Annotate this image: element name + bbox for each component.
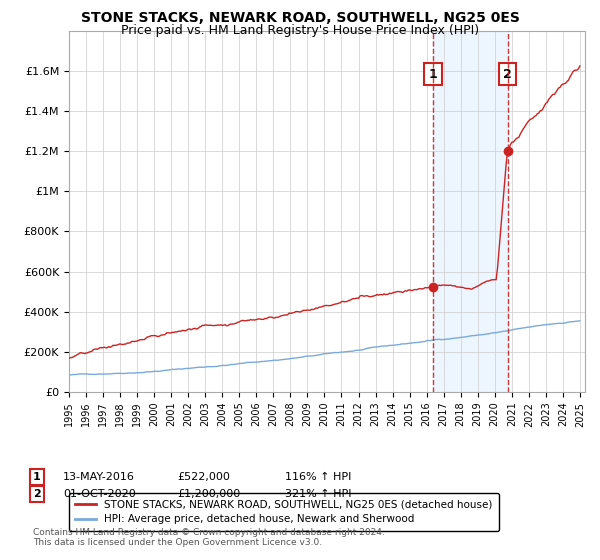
Bar xyxy=(433,31,508,392)
Text: 13-MAY-2016: 13-MAY-2016 xyxy=(63,472,135,482)
Text: STONE STACKS, NEWARK ROAD, SOUTHWELL, NG25 0ES: STONE STACKS, NEWARK ROAD, SOUTHWELL, NG… xyxy=(80,11,520,25)
Text: 1: 1 xyxy=(428,68,437,81)
Text: £522,000: £522,000 xyxy=(177,472,230,482)
Text: 01-OCT-2020: 01-OCT-2020 xyxy=(63,489,136,499)
Text: 2: 2 xyxy=(503,68,512,81)
Text: £1,200,000: £1,200,000 xyxy=(177,489,240,499)
Text: 2: 2 xyxy=(33,489,41,499)
Legend: STONE STACKS, NEWARK ROAD, SOUTHWELL, NG25 0ES (detached house), HPI: Average pr: STONE STACKS, NEWARK ROAD, SOUTHWELL, NG… xyxy=(69,493,499,531)
Text: Contains HM Land Registry data © Crown copyright and database right 2024.
This d: Contains HM Land Registry data © Crown c… xyxy=(33,528,385,547)
Text: 116% ↑ HPI: 116% ↑ HPI xyxy=(285,472,352,482)
Text: 321% ↑ HPI: 321% ↑ HPI xyxy=(285,489,352,499)
Text: 1: 1 xyxy=(33,472,41,482)
Text: Price paid vs. HM Land Registry's House Price Index (HPI): Price paid vs. HM Land Registry's House … xyxy=(121,24,479,36)
